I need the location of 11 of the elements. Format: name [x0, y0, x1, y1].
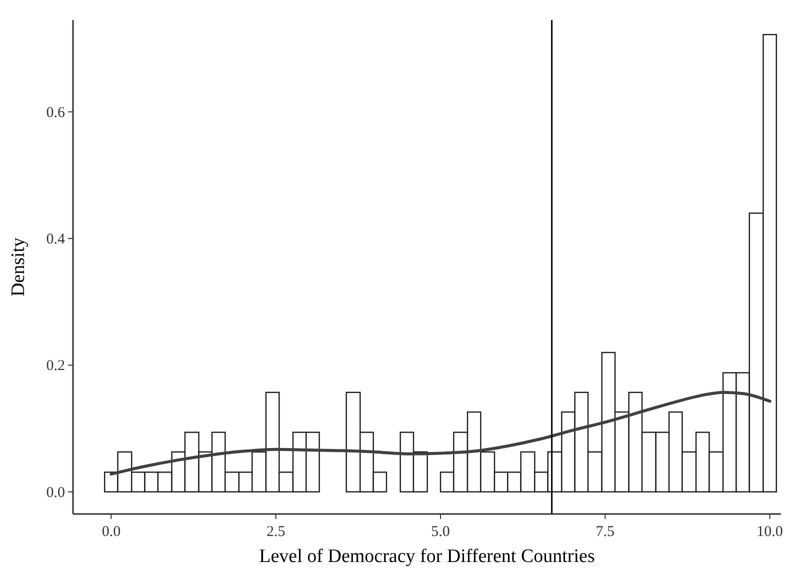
- x-tick-label: 0.0: [102, 524, 121, 540]
- y-tick-label: 0.2: [46, 358, 65, 374]
- x-tick-label: 5.0: [431, 524, 450, 540]
- y-tick-label: 0.6: [46, 104, 66, 121]
- x-tick-label: 7.5: [596, 524, 615, 540]
- y-axis-title: Density: [8, 236, 29, 297]
- x-axis-title: Level of Democracy for Different Countries: [259, 546, 595, 567]
- x-tick-label: 10.0: [756, 524, 783, 540]
- y-tick-label: 0.4: [46, 232, 66, 248]
- y-tick-label: 0.0: [46, 484, 65, 501]
- x-tick-label: 2.5: [266, 524, 286, 540]
